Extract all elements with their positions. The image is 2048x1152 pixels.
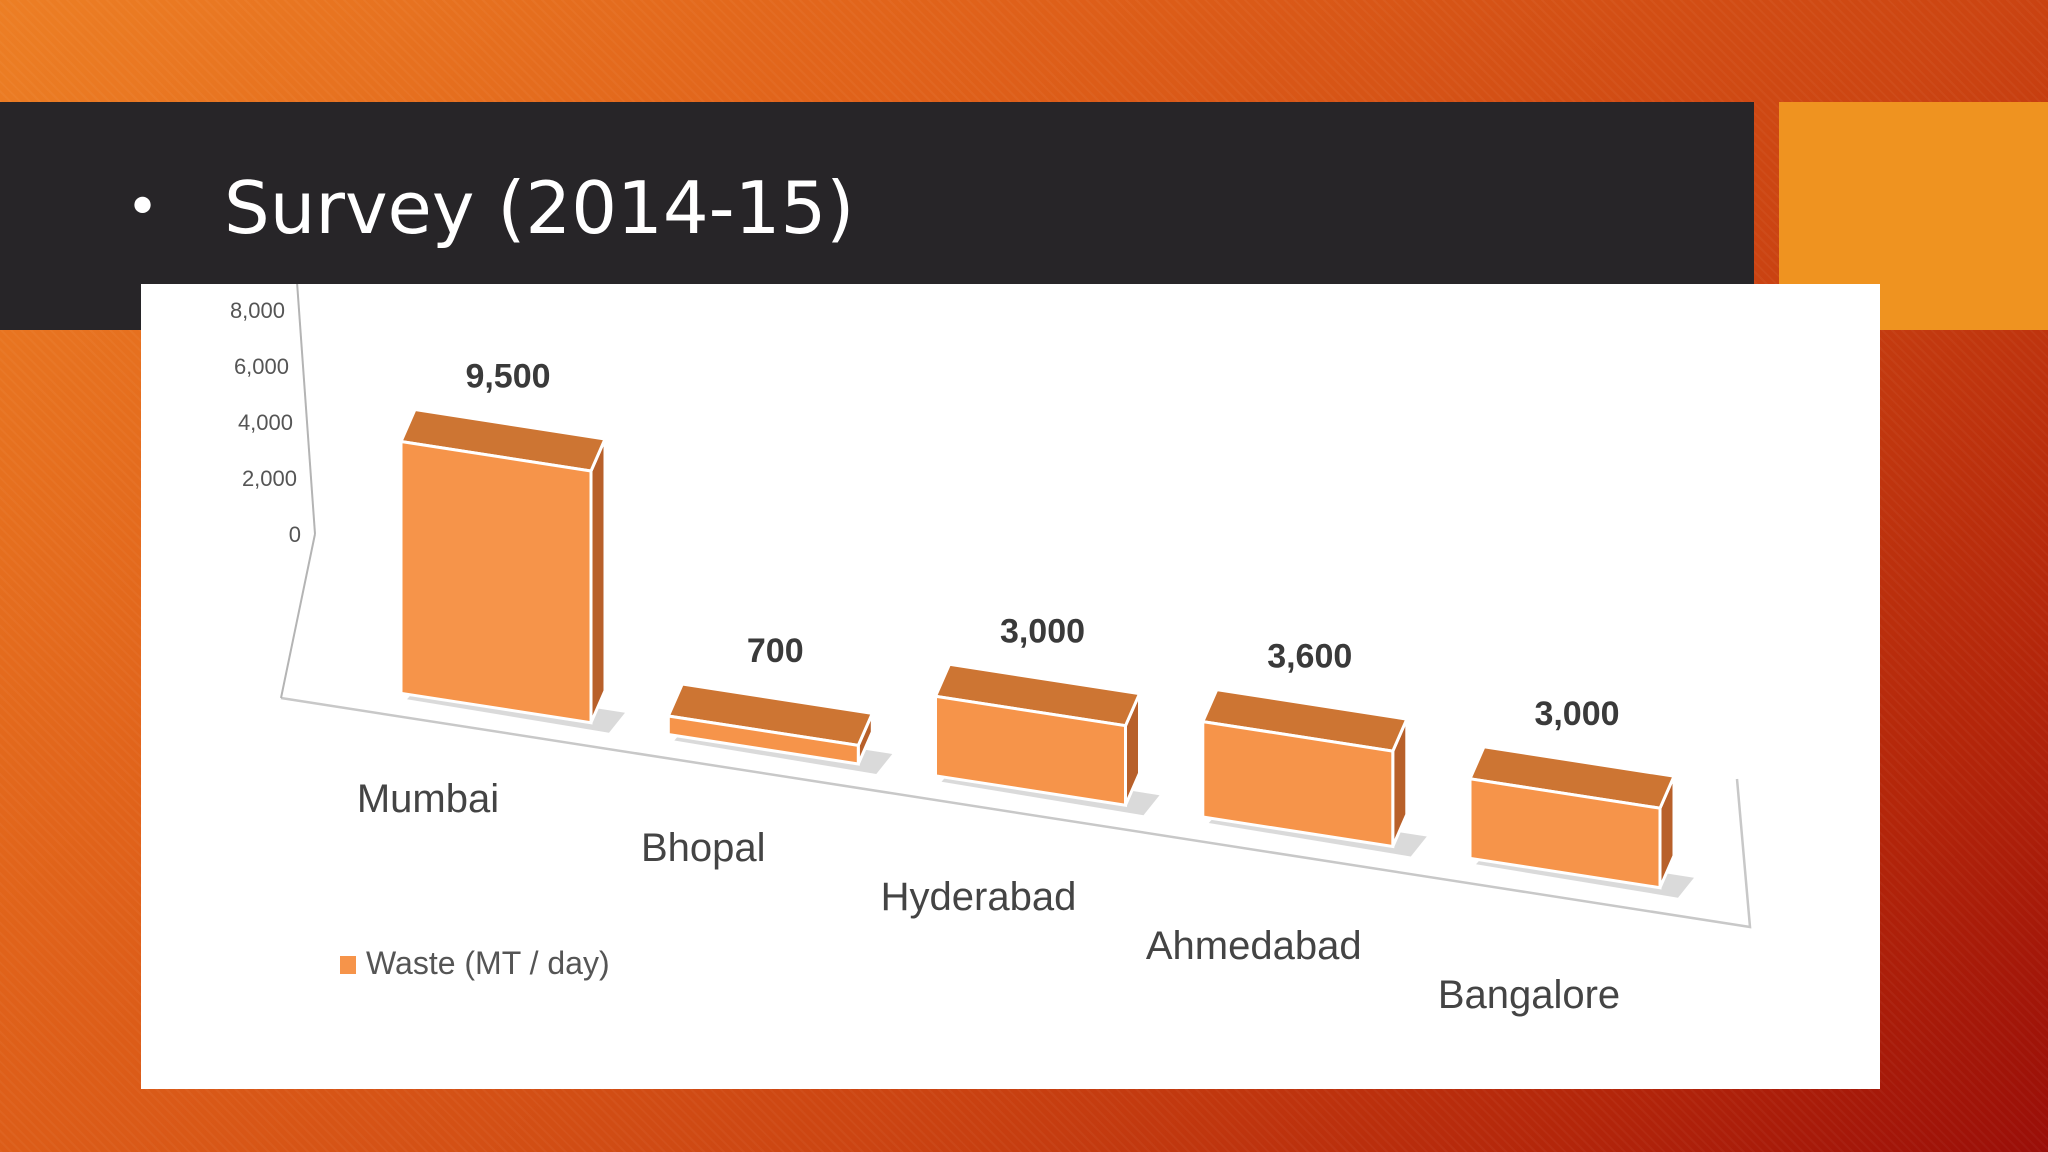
legend-swatch xyxy=(340,956,356,974)
data-label: 700 xyxy=(747,632,804,670)
category-label: Ahmedabad xyxy=(1146,924,1362,968)
slide-title: Survey (2014-15) xyxy=(224,166,855,250)
data-label: 3,600 xyxy=(1267,638,1352,676)
waste-chart: 02,0004,0006,0008,00010,0009,500Mumbai70… xyxy=(230,284,1752,1017)
chart-value-axis-line xyxy=(296,284,316,535)
bar xyxy=(934,694,1127,807)
category-label: Bhopal xyxy=(641,826,766,870)
chart-panel: 02,0004,0006,0008,00010,0009,500Mumbai70… xyxy=(141,284,1880,1089)
bar-side-face xyxy=(589,438,607,724)
y-tick-label: 2,000 xyxy=(242,466,297,491)
y-tick-label: 4,000 xyxy=(238,410,293,435)
y-tick-label: 8,000 xyxy=(230,298,285,323)
bar xyxy=(399,439,593,725)
category-label: Mumbai xyxy=(357,777,499,821)
data-label: 3,000 xyxy=(1000,612,1085,650)
y-tick-label: 0 xyxy=(289,522,301,547)
title-bullet: • xyxy=(126,175,160,240)
y-tick-label: 6,000 xyxy=(234,354,289,379)
data-label: 3,000 xyxy=(1534,695,1619,733)
chart-floor-line xyxy=(280,696,1752,929)
category-label: Bangalore xyxy=(1438,973,1620,1017)
bar xyxy=(666,714,860,766)
bar xyxy=(1468,777,1662,890)
legend-label: Waste (MT / day) xyxy=(366,945,610,981)
bar xyxy=(1201,719,1395,849)
chart-floor-side-line xyxy=(280,533,316,699)
data-label: 9,500 xyxy=(465,358,550,396)
category-label: Hyderabad xyxy=(881,875,1077,919)
